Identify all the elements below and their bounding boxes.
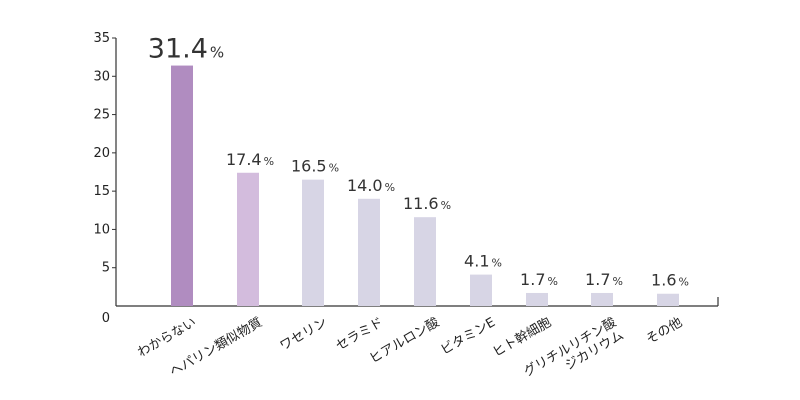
- value-labels: 31.4 %17.4% 16.5 %14.0 %11.6 %4.1 %1.7% 1.7% 1.6…: [148, 34, 689, 290]
- value-unit: %: [385, 181, 395, 194]
- value-label: 31.4%: [148, 34, 224, 65]
- value-unit: %: [679, 276, 689, 289]
- value-number: 31.4: [148, 34, 208, 65]
- bar: [591, 292, 613, 306]
- y-tick-label: 5: [102, 261, 110, 276]
- value-number: 1.7: [520, 270, 545, 289]
- y-tick-label: 25: [93, 108, 110, 123]
- value-number: 4.1: [464, 252, 489, 271]
- category-label-line: その他: [644, 315, 685, 347]
- bar: [526, 292, 548, 306]
- category-label: ワセリン: [277, 315, 330, 354]
- value-label: 14.0%: [347, 176, 395, 195]
- y-ticks: 0 5 10 15 20 25 30 35: [93, 31, 116, 326]
- y-tick-label: 35: [93, 31, 110, 46]
- value-label: 17.4%: [226, 150, 274, 169]
- bar: [414, 217, 436, 306]
- y-tick-label: 20: [93, 146, 110, 161]
- bar: [302, 179, 324, 306]
- value-label: 1.7%: [520, 270, 558, 289]
- category-label-line: ワセリン: [277, 315, 330, 354]
- category-label: ビタミンE: [438, 315, 498, 358]
- value-number: 16.5: [291, 157, 327, 176]
- value-unit: %: [492, 257, 502, 270]
- value-unit: %: [613, 275, 623, 288]
- value-unit: %: [441, 199, 451, 212]
- value-number: 14.0: [347, 176, 383, 195]
- value-unit: %: [210, 44, 224, 62]
- value-number: 11.6: [403, 194, 439, 213]
- category-label: その他: [644, 315, 685, 347]
- value-label: 16.5%: [291, 157, 339, 176]
- value-unit: %: [548, 275, 558, 288]
- y-tick-label: 15: [93, 184, 110, 199]
- bar: [358, 198, 380, 306]
- bar: [470, 274, 492, 306]
- bars: [171, 65, 679, 307]
- value-label: 1.7%: [585, 270, 623, 289]
- y-tick-label: 0: [102, 311, 110, 326]
- bar: [657, 293, 679, 306]
- value-label: 4.1%: [464, 252, 502, 271]
- category-label-line: ビタミンE: [438, 315, 498, 358]
- bar: [171, 65, 193, 307]
- y-tick-label: 10: [93, 222, 110, 237]
- value-number: 1.7: [585, 270, 610, 289]
- value-label: 11.6%: [403, 194, 451, 213]
- value-unit: %: [329, 162, 339, 175]
- y-tick-label: 30: [93, 69, 110, 84]
- value-number: 17.4: [226, 150, 262, 169]
- value-label: 1.6%: [651, 271, 689, 290]
- bar: [237, 172, 259, 306]
- value-number: 1.6: [651, 271, 676, 290]
- value-unit: %: [264, 155, 274, 168]
